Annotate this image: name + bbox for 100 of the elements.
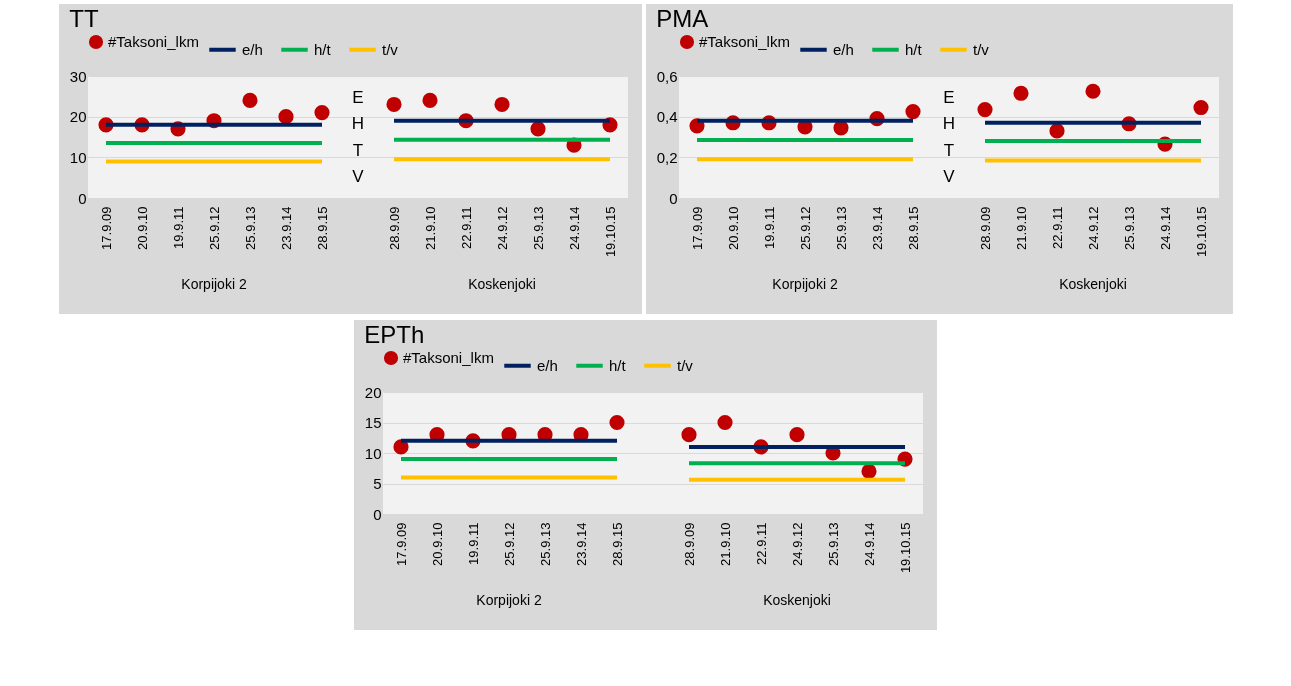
x-tick-label: 24.9.12 xyxy=(494,206,509,250)
x-tick-label: 28.9.09 xyxy=(681,522,697,566)
annotation: E xyxy=(351,87,364,107)
x-tick-label: 20.9.10 xyxy=(429,522,445,566)
y-tick-label: 20 xyxy=(364,383,382,401)
x-tick-label: 20.9.10 xyxy=(725,206,740,250)
x-tick-label: 24.9.12 xyxy=(789,522,805,566)
x-tick-label: 25.9.13 xyxy=(833,206,848,250)
y-tick-label: 10 xyxy=(364,444,382,462)
legend-label: t/v xyxy=(381,40,398,58)
x-tick-label: 17.9.09 xyxy=(98,206,113,250)
x-tick-label: 24.9.12 xyxy=(1085,206,1100,250)
x-tick-label: 25.9.13 xyxy=(1121,206,1136,250)
point xyxy=(861,463,877,479)
point xyxy=(277,109,294,125)
y-tick-label: 0,4 xyxy=(656,108,677,126)
annotation: E xyxy=(942,87,955,107)
legend-label: h/t xyxy=(313,40,332,58)
legend-label: t/v xyxy=(972,40,989,58)
x-tick-label: 19.9.11 xyxy=(761,206,776,249)
legend-label: #Taksoni_lkm xyxy=(107,33,199,50)
annotation: T xyxy=(352,140,363,160)
text: Koskenjoki xyxy=(763,592,831,608)
x-tick-label: 20.9.10 xyxy=(134,206,149,250)
x-tick-label: 25.9.13 xyxy=(537,522,553,566)
x-tick-label: 25.9.12 xyxy=(206,206,221,250)
point xyxy=(313,105,330,121)
legend-label: h/t xyxy=(904,40,923,58)
x-tick-label: 24.9.14 xyxy=(1157,206,1172,250)
legend-label: t/v xyxy=(677,356,694,374)
x-tick-label: 25.9.13 xyxy=(825,522,841,566)
annotation: H xyxy=(942,114,955,134)
x-tick-label: 19.9.11 xyxy=(170,206,185,249)
x-tick-label: 19.10.15 xyxy=(897,522,913,574)
x-tick-label: 17.9.09 xyxy=(393,522,409,566)
x-tick-label: 23.9.14 xyxy=(278,206,293,250)
point xyxy=(1192,99,1209,116)
y-tick-label: 0 xyxy=(77,189,86,207)
chart-title: TT xyxy=(68,5,99,32)
annotation: H xyxy=(351,114,364,134)
chart-title: EPTh xyxy=(364,321,425,348)
y-tick-label: 0 xyxy=(668,189,677,207)
annotation: T xyxy=(943,140,954,160)
x-tick-label: 19.9.11 xyxy=(465,522,481,565)
x-tick-label: 21.9.10 xyxy=(1013,206,1028,250)
point xyxy=(976,101,993,118)
point xyxy=(1012,85,1029,101)
point xyxy=(385,96,402,113)
x-tick-label: 21.9.10 xyxy=(717,522,733,566)
point xyxy=(493,96,510,113)
y-tick-label: 0,2 xyxy=(656,148,677,166)
text: Korpijoki 2 xyxy=(771,276,838,292)
point xyxy=(681,427,697,443)
x-tick-label: 21.9.10 xyxy=(422,206,437,250)
y-tick-label: 15 xyxy=(364,414,382,431)
legend-label: e/h xyxy=(537,356,558,374)
legend-label: e/h xyxy=(832,40,854,58)
text: Korpijoki 2 xyxy=(476,592,542,608)
x-tick-label: 28.9.15 xyxy=(905,206,920,250)
annotation: V xyxy=(942,167,955,187)
x-tick-label: 24.9.14 xyxy=(861,522,877,566)
point xyxy=(717,414,733,431)
y-tick-label: 30 xyxy=(69,67,86,85)
annotation: V xyxy=(351,167,364,187)
x-tick-label: 25.9.13 xyxy=(530,206,545,250)
legend-label: #Taksoni_lkm xyxy=(403,349,494,366)
x-tick-label: 24.9.14 xyxy=(566,206,581,250)
x-tick-label: 25.9.13 xyxy=(242,206,257,250)
point xyxy=(1048,123,1065,139)
x-tick-label: 28.9.09 xyxy=(386,206,401,250)
point xyxy=(609,414,625,431)
point xyxy=(789,427,805,443)
legend-label: e/h xyxy=(241,40,263,58)
x-tick-label: 22.9.11 xyxy=(458,206,473,249)
text: Korpijoki 2 xyxy=(180,276,247,292)
x-tick-label: 17.9.09 xyxy=(689,206,704,250)
x-tick-label: 28.9.15 xyxy=(314,206,329,250)
x-tick-label: 23.9.14 xyxy=(573,522,589,566)
x-tick-label: 22.9.11 xyxy=(1049,206,1064,249)
x-tick-label: 25.9.12 xyxy=(797,206,812,250)
x-tick-label: 28.9.09 xyxy=(977,206,992,250)
legend-label: h/t xyxy=(609,356,627,374)
x-tick-label: 28.9.15 xyxy=(609,522,625,566)
y-tick-label: 20 xyxy=(69,108,86,126)
x-tick-label: 19.10.15 xyxy=(1193,206,1208,258)
y-tick-label: 10 xyxy=(69,148,86,166)
y-tick-label: 5 xyxy=(373,475,382,492)
point xyxy=(529,121,546,137)
x-tick-label: 23.9.14 xyxy=(869,206,884,250)
y-tick-label: 0,6 xyxy=(656,67,677,85)
x-tick-label: 22.9.11 xyxy=(753,522,769,565)
x-tick-label: 25.9.12 xyxy=(501,522,517,566)
chart-title: PMA xyxy=(655,5,708,32)
point xyxy=(1084,83,1101,99)
text: Koskenjoki xyxy=(1058,276,1127,292)
text: Koskenjoki xyxy=(467,276,536,292)
point xyxy=(421,92,438,108)
x-tick-label: 19.10.15 xyxy=(602,206,617,258)
legend-label: #Taksoni_lkm xyxy=(698,33,790,50)
y-tick-label: 0 xyxy=(373,505,382,523)
